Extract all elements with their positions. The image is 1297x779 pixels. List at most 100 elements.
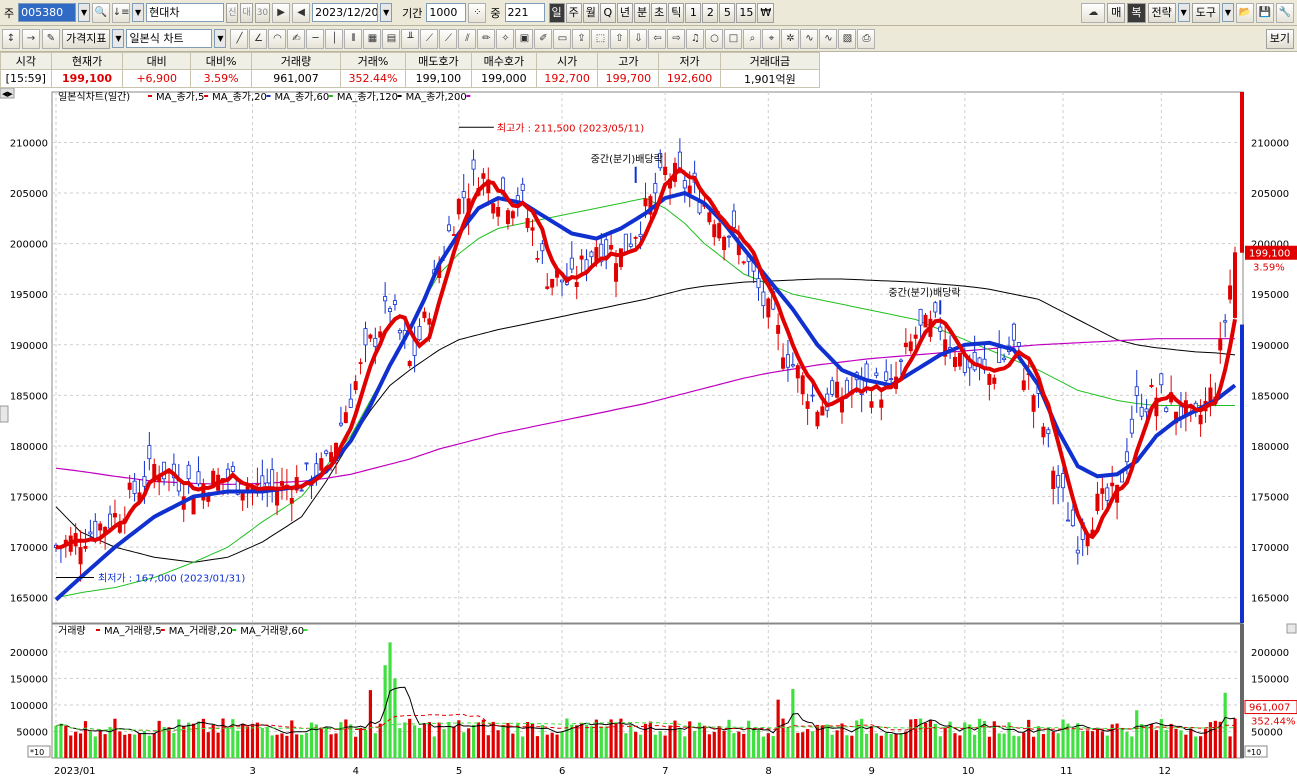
note-tool-icon[interactable]: ▭ (553, 28, 572, 49)
timeframe-button-9[interactable]: 2 (702, 2, 719, 23)
down-icon[interactable]: ⇩ (629, 28, 648, 49)
right-icon[interactable]: ⇨ (667, 28, 686, 49)
hline-tool-icon[interactable]: ─ (306, 28, 325, 49)
settings-icon[interactable]: ✲ (781, 28, 800, 49)
candle-body-177 (923, 314, 928, 328)
chart-type-dropdown[interactable]: ▼ (214, 29, 227, 48)
volume-bar-197 (1022, 732, 1026, 758)
count-input[interactable]: 221 (504, 3, 545, 22)
save-icon[interactable]: 💾 (1256, 2, 1274, 23)
timeframe-button-3[interactable]: Q (599, 2, 616, 23)
circle-icon[interactable]: ○ (705, 28, 724, 49)
price-legend-item-4: MA_종가,200 (406, 91, 467, 103)
arrow-up-down-icon[interactable]: ↕ (2, 28, 20, 49)
sound-icon[interactable]: ♫ (686, 28, 705, 49)
wave-icon[interactable]: ∿ (800, 28, 819, 49)
volume-bar-206 (1066, 723, 1070, 758)
color-tool-icon[interactable]: ▣ (515, 28, 534, 49)
timeframe-button-4[interactable]: 년 (616, 2, 634, 23)
grid-tool-icon[interactable]: ▦ (363, 28, 382, 49)
multi-button[interactable]: 복 (1127, 2, 1146, 23)
quote-value-9: 199,700 (597, 69, 660, 88)
wrench-icon[interactable]: 🔧 (1276, 2, 1294, 23)
volume-bar-117 (629, 724, 633, 758)
edit-icon[interactable]: ✎ (42, 28, 60, 49)
view-button[interactable]: 보기 (1265, 28, 1294, 49)
scale-badge-right-text: *10 (1247, 748, 1261, 757)
grid-icon[interactable]: ⁘ (468, 2, 487, 23)
timeframe-button-11[interactable]: 15 (736, 2, 757, 23)
play-prev-icon[interactable]: ◀ (292, 2, 311, 23)
candle-body-235 (1208, 387, 1213, 403)
angle-tool-icon[interactable]: ∠ (249, 28, 268, 49)
volume-bar-132 (702, 725, 707, 758)
period-input[interactable]: 1000 (426, 3, 467, 22)
print-icon[interactable]: ⎙ (857, 28, 876, 49)
wave2-icon[interactable]: ∿ (819, 28, 838, 49)
play-next-icon[interactable]: ▶ (272, 2, 291, 23)
candle-body-20 (152, 464, 157, 483)
chart-svg[interactable]: ◀▶ 165000 165000 170000 170000 175000 175000 18… (0, 87, 1297, 777)
cloud-icon[interactable]: ☁ (1081, 2, 1106, 23)
pencil-tool-icon[interactable]: ✏ (477, 28, 496, 49)
trend-tool-icon[interactable]: ⟋ (420, 28, 439, 49)
arrow-right-icon[interactable]: → (22, 28, 40, 49)
volume-bar-147 (776, 699, 780, 758)
date-dropdown[interactable]: ▼ (380, 3, 393, 22)
volume-bar-18 (142, 730, 147, 758)
code-dropdown[interactable]: ▼ (78, 3, 91, 22)
indicator-dropdown[interactable]: ▼ (112, 29, 125, 48)
buy-button[interactable]: 매 (1107, 2, 1126, 23)
pitchfork-tool-icon[interactable]: ⫽ (458, 28, 477, 49)
timeframe-button-12[interactable]: ₩ (757, 2, 775, 23)
channel-tool-icon[interactable]: ⟋ (439, 28, 458, 49)
volume-legend-swatch-end (303, 629, 308, 631)
quote-header-10: 저가 (658, 52, 721, 70)
volume-bar-50 (300, 734, 304, 758)
volume-bar-223 (1149, 724, 1154, 758)
candle-tool-icon[interactable]: ╨ (401, 28, 420, 49)
magic-tool-icon[interactable]: ✧ (496, 28, 515, 49)
zoom-out-icon[interactable]: ⌖ (762, 28, 781, 49)
volume-bar-169 (884, 733, 888, 758)
indicator-button[interactable]: 가격지표 (62, 28, 111, 49)
search-icon[interactable]: 🔍 (92, 2, 111, 23)
square-icon[interactable]: □ (724, 28, 743, 49)
up-icon[interactable]: ⇧ (610, 28, 629, 49)
date-input[interactable]: 2023/12/20 (312, 3, 379, 22)
zoom-box-icon[interactable]: ⬚ (591, 28, 610, 49)
marker-tool-icon[interactable]: ✐ (534, 28, 553, 49)
candle-body-121 (648, 196, 653, 215)
sort-icon[interactable]: ↓≡ (112, 2, 131, 23)
timeframe-button-2[interactable]: 월 (582, 2, 599, 23)
report-icon[interactable]: ▧ (838, 28, 857, 49)
bars-tool-icon[interactable]: ⫴ (344, 28, 363, 49)
timeframe-button-1[interactable]: 주 (565, 2, 582, 23)
chart-area[interactable]: ◀▶ 165000 165000 170000 170000 175000 175000 18… (0, 87, 1297, 777)
timeframe-button-6[interactable]: 초 (651, 2, 668, 23)
timeframe-button-7[interactable]: 틱 (668, 2, 685, 23)
line-tool-icon[interactable]: ╱ (230, 28, 249, 49)
search-zoom-icon[interactable]: ⌕ (743, 28, 762, 49)
fan-tool-icon[interactable]: ✍ (287, 28, 306, 49)
chart-type-select[interactable]: 일본식 차트 (126, 29, 213, 48)
left-icon[interactable]: ⇦ (648, 28, 667, 49)
strategy-button[interactable]: 전략 (1147, 2, 1176, 23)
vline-tool-icon[interactable]: │ (325, 28, 344, 49)
stock-code-input[interactable]: 005380 (18, 3, 77, 22)
volume-bar-236 (1213, 720, 1217, 758)
tools-dropdown[interactable]: ▼ (1222, 3, 1234, 22)
strategy-dropdown[interactable]: ▼ (1177, 3, 1190, 22)
timeframe-button-10[interactable]: 5 (719, 2, 736, 23)
volume-bar-209 (1081, 731, 1085, 758)
arc-tool-icon[interactable]: ◠ (268, 28, 287, 49)
history-dropdown[interactable]: ▼ (132, 3, 145, 22)
export-tool-icon[interactable]: ⇪ (572, 28, 591, 49)
timeframe-button-5[interactable]: 분 (634, 2, 651, 23)
table-tool-icon[interactable]: ▤ (382, 28, 401, 49)
folder-open-icon[interactable]: 📂 (1236, 2, 1254, 23)
timeframe-button-8[interactable]: 1 (685, 2, 702, 23)
timeframe-button-0[interactable]: 일 (548, 2, 565, 23)
tools-button[interactable]: 도구 (1191, 2, 1220, 23)
price-legend-swatch-3 (328, 95, 333, 97)
